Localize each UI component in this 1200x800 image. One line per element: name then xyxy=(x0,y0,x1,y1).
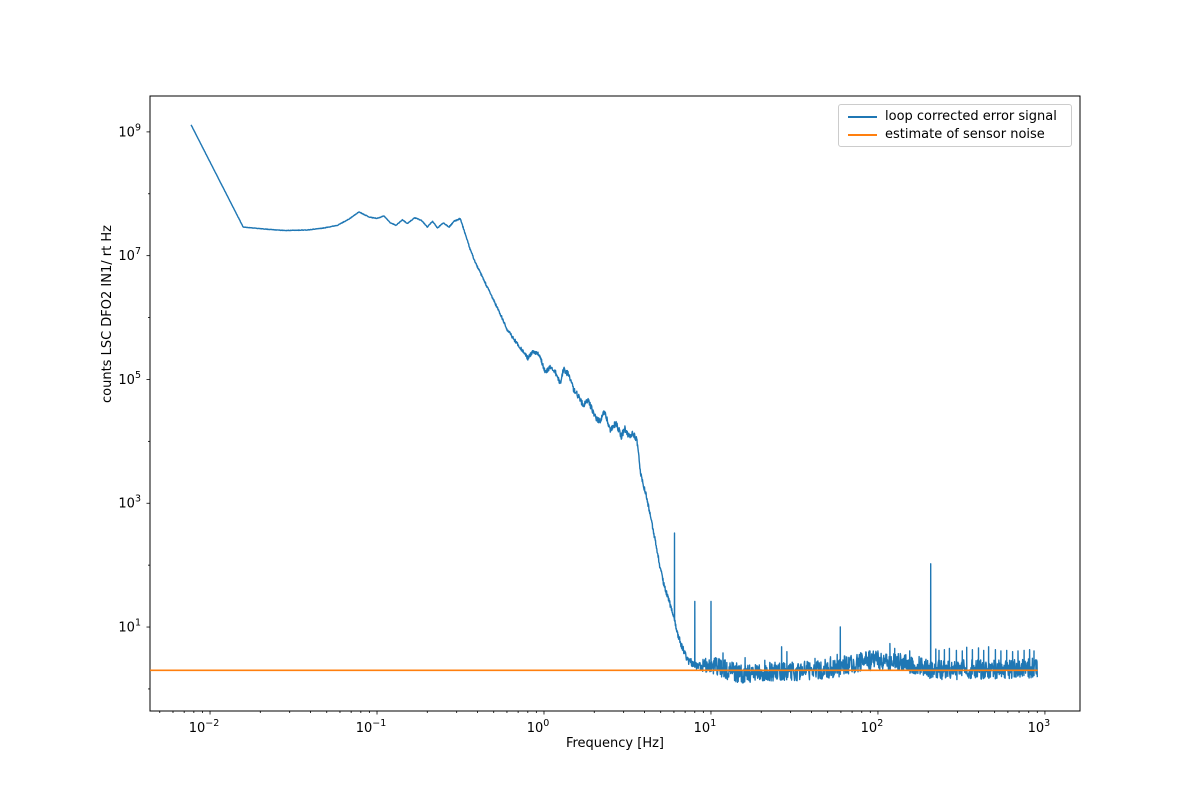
tick-label: 101 xyxy=(118,618,141,636)
tick-label: 105 xyxy=(118,370,141,388)
legend-line-orange-icon xyxy=(848,133,877,136)
legend-item-estimate-of-sensor-noise: estimate of sensor noise xyxy=(848,126,1063,143)
tick-label: 10−1 xyxy=(356,718,387,736)
tick-label: 102 xyxy=(861,718,884,736)
tick-label: 10−2 xyxy=(189,718,220,736)
legend-label: loop corrected error signal xyxy=(885,109,1057,124)
x-axis-label: Frequency [Hz] xyxy=(565,736,665,751)
y-axis-ticks xyxy=(146,131,150,690)
tick-label: 107 xyxy=(118,246,141,264)
tick-label: 101 xyxy=(694,718,717,736)
tick-label: 103 xyxy=(1028,718,1051,736)
legend: loop corrected error signal estimate of … xyxy=(838,104,1072,147)
legend-item-loop-corrected-error-signal: loop corrected error signal xyxy=(848,108,1063,125)
tick-label: 103 xyxy=(118,494,141,512)
x-axis-ticks xyxy=(159,711,1046,715)
legend-label: estimate of sensor noise xyxy=(885,127,1045,142)
legend-line-blue-icon xyxy=(848,115,877,118)
tick-label: 100 xyxy=(527,718,550,736)
tick-label: 109 xyxy=(118,122,141,140)
axes-frame xyxy=(149,95,1081,712)
series-loop-corrected-error-signal xyxy=(190,124,1038,684)
